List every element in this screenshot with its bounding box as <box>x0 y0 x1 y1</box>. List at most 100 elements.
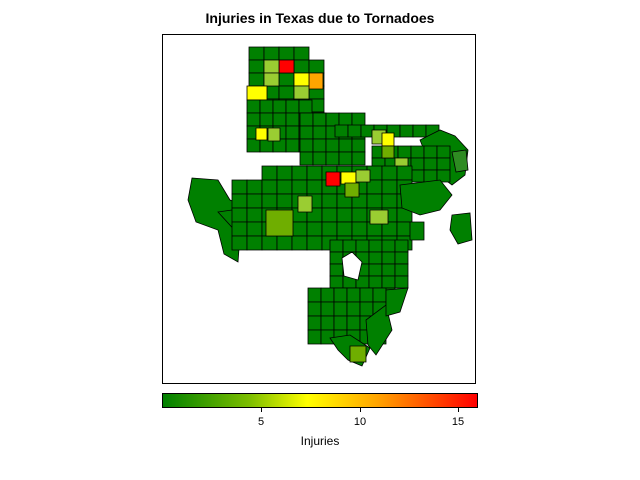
county <box>368 239 383 253</box>
county <box>278 46 295 61</box>
county <box>276 235 293 251</box>
county <box>385 287 409 317</box>
county-highlight <box>267 127 281 142</box>
county-highlight <box>278 59 295 74</box>
county <box>321 221 338 237</box>
county <box>436 157 451 171</box>
county <box>329 251 344 265</box>
county <box>278 72 295 87</box>
county <box>299 125 314 140</box>
county-highlight <box>263 59 280 74</box>
county <box>381 193 398 209</box>
county <box>312 125 327 140</box>
county <box>410 145 425 159</box>
county <box>263 46 280 61</box>
county <box>333 287 348 303</box>
county <box>293 59 310 74</box>
county <box>276 193 293 209</box>
county <box>329 239 344 253</box>
county <box>248 46 265 61</box>
county <box>261 193 278 209</box>
county <box>306 221 323 237</box>
county-highlight <box>293 85 310 100</box>
county <box>409 221 425 241</box>
county-highlight <box>340 171 357 185</box>
county <box>351 207 368 223</box>
chart-title: Injuries in Texas due to Tornadoes <box>205 10 435 26</box>
county <box>436 145 451 159</box>
county <box>381 263 396 277</box>
county-highlight <box>381 132 395 147</box>
county <box>306 165 323 181</box>
county <box>351 151 366 166</box>
county <box>333 301 348 317</box>
county <box>396 165 413 181</box>
county <box>259 112 274 127</box>
county <box>246 193 263 209</box>
county <box>307 315 322 331</box>
county <box>259 99 274 114</box>
county <box>278 85 295 100</box>
county-highlight <box>355 169 371 183</box>
county-highlight <box>246 85 268 101</box>
county <box>423 145 438 159</box>
county <box>299 151 314 166</box>
county <box>246 179 263 195</box>
county <box>293 46 310 61</box>
county <box>291 179 308 195</box>
county <box>342 239 357 253</box>
county <box>320 301 335 317</box>
county <box>368 263 383 277</box>
county-highlight <box>344 182 360 198</box>
county <box>231 207 248 223</box>
county-highlight <box>369 209 389 225</box>
county <box>394 239 409 253</box>
county <box>276 165 293 181</box>
county <box>423 169 438 183</box>
colorbar-tick <box>458 408 459 412</box>
county <box>272 99 287 114</box>
county <box>246 207 263 223</box>
county <box>338 151 353 166</box>
county <box>261 165 278 181</box>
county <box>312 112 327 127</box>
county <box>412 124 427 138</box>
county <box>231 235 248 251</box>
county <box>320 329 335 345</box>
county <box>248 72 265 87</box>
county <box>321 193 338 209</box>
county <box>329 263 344 277</box>
county <box>399 124 414 138</box>
county <box>306 179 323 195</box>
county <box>291 165 308 181</box>
county-highlight <box>255 127 268 141</box>
county <box>381 179 398 195</box>
county <box>346 287 361 303</box>
colorbar <box>162 393 478 408</box>
county <box>372 287 387 303</box>
county <box>351 221 368 237</box>
county <box>306 235 323 251</box>
county <box>336 207 353 223</box>
county <box>410 169 425 183</box>
colorbar-tick-label: 5 <box>257 416 265 428</box>
county <box>423 157 438 171</box>
county <box>312 138 327 153</box>
county <box>307 301 322 317</box>
county <box>368 251 383 265</box>
county <box>334 124 349 138</box>
county <box>351 112 366 127</box>
county <box>285 99 300 114</box>
county <box>436 169 451 183</box>
county-highlight <box>263 72 280 87</box>
county <box>246 112 261 127</box>
county <box>394 263 409 277</box>
county <box>272 112 287 127</box>
county <box>285 138 300 153</box>
county <box>346 301 361 317</box>
county-highlight <box>293 72 310 87</box>
county <box>355 239 370 253</box>
county <box>307 287 322 303</box>
county-highlight <box>297 195 313 213</box>
colorbar-tick <box>360 408 361 412</box>
